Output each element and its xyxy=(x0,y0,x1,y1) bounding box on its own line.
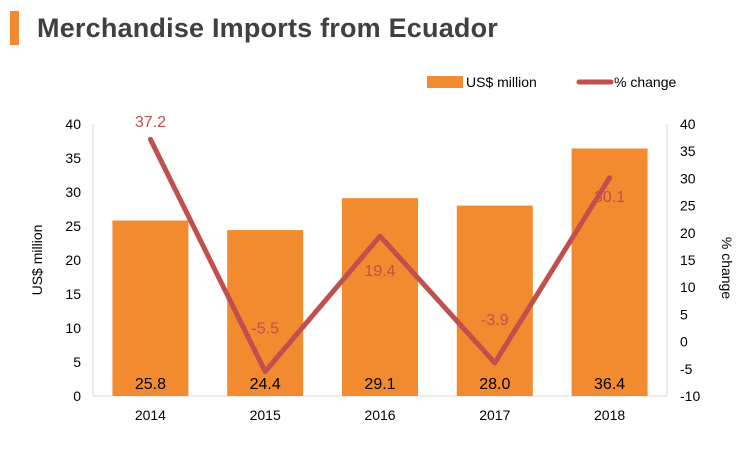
line-value-label: -5.5 xyxy=(251,321,279,338)
y-tick-left: 0 xyxy=(73,388,81,404)
y-tick-right: 0 xyxy=(680,334,688,350)
bar-value-label: 25.8 xyxy=(135,376,166,393)
x-tick-label: 2015 xyxy=(250,407,281,423)
line-value-label: 19.4 xyxy=(364,263,395,280)
title-accent-bar xyxy=(10,11,19,45)
bar-value-label: 24.4 xyxy=(250,376,281,393)
line-value-label: 30.1 xyxy=(594,189,625,206)
line-value-label: 37.2 xyxy=(135,114,166,131)
y-tick-left: 25 xyxy=(65,218,81,234)
y-tick-left: 20 xyxy=(65,252,81,268)
y-tick-right: -10 xyxy=(680,388,700,404)
y-tick-left: 30 xyxy=(65,184,81,200)
series-line-pct-change xyxy=(147,136,613,375)
chart-title: Merchandise Imports from Ecuador xyxy=(37,12,498,43)
bar xyxy=(571,148,648,396)
y-tick-left: 15 xyxy=(65,286,81,302)
y-tick-right: 20 xyxy=(680,225,696,241)
bar xyxy=(342,198,418,396)
y-tick-left: 5 xyxy=(73,354,81,370)
y-tick-left: 40 xyxy=(65,116,81,132)
bar xyxy=(456,205,533,396)
line-value-label: -3.9 xyxy=(481,312,509,329)
y-tick-right: 25 xyxy=(680,198,696,214)
bar-value-label: 29.1 xyxy=(364,376,395,393)
legend-label-bar: US$ million xyxy=(466,74,537,90)
y-tick-right: 10 xyxy=(680,279,696,295)
bar-value-label: 36.4 xyxy=(594,376,625,393)
title-block: Merchandise Imports from Ecuador xyxy=(10,9,498,47)
y-tick-right: 30 xyxy=(680,170,696,186)
y-tick-left: 10 xyxy=(65,320,81,336)
legend-swatch-bar xyxy=(427,76,463,88)
y-tick-left: 35 xyxy=(65,150,81,166)
y-axis-right-title: % change xyxy=(719,237,735,299)
x-tick-label: 2018 xyxy=(594,407,625,423)
legend-label-line: % change xyxy=(614,74,676,90)
y-tick-right: 5 xyxy=(680,306,688,322)
x-tick-label: 2016 xyxy=(364,407,395,423)
bar-value-label: 28.0 xyxy=(479,376,510,393)
y-tick-right: 40 xyxy=(680,116,696,132)
y-tick-right: 35 xyxy=(680,143,696,159)
bar xyxy=(112,220,189,396)
y-axis-left-title: US$ million xyxy=(29,225,45,296)
x-tick-label: 2017 xyxy=(479,407,510,423)
y-tick-right: 15 xyxy=(680,252,696,268)
y-tick-right: -5 xyxy=(680,361,693,377)
x-tick-label: 2014 xyxy=(135,407,166,423)
